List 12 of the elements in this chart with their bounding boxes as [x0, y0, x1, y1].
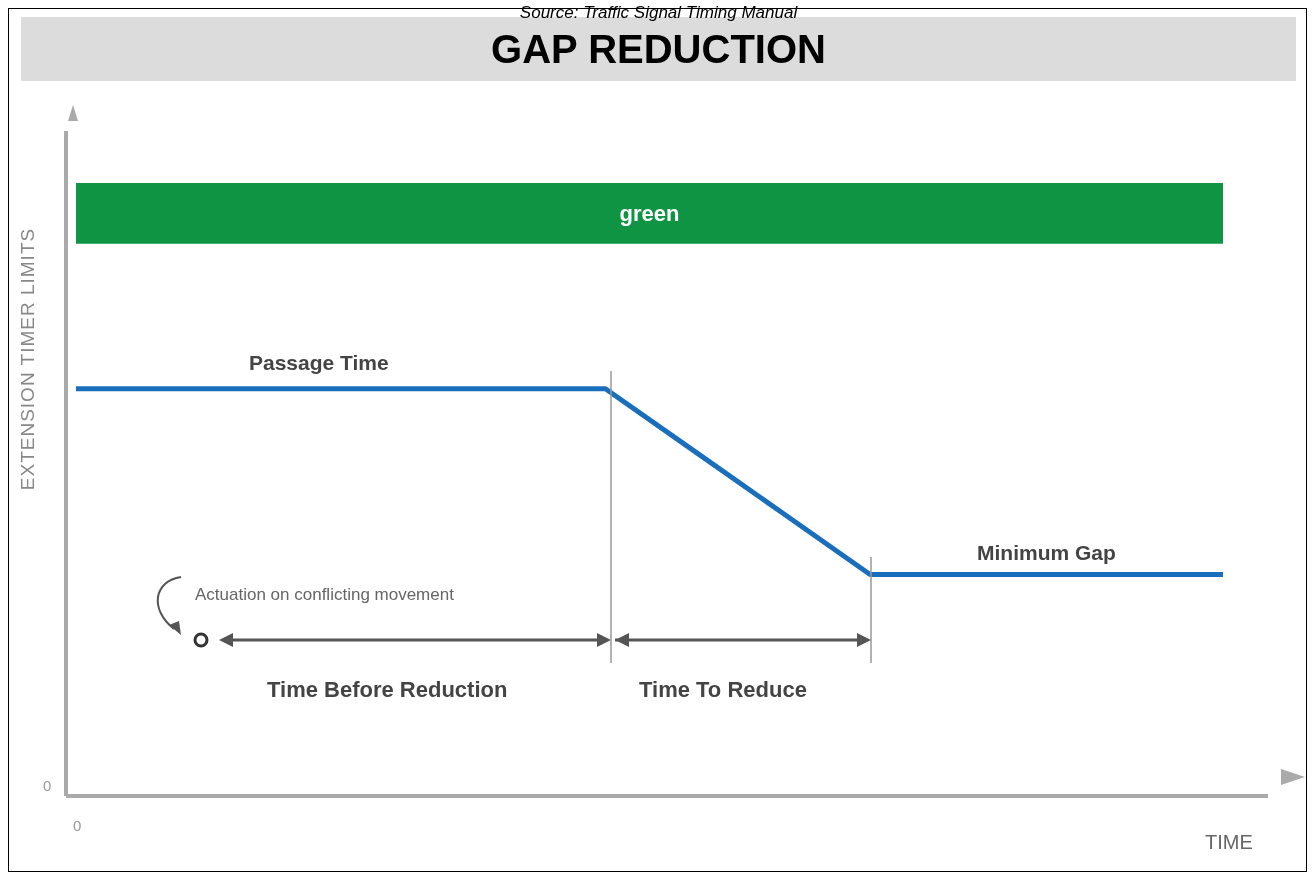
annotation: Time Before Reduction [267, 677, 508, 703]
annotation: Actuation on conflicting movement [195, 585, 454, 605]
band-label: green [619, 201, 680, 227]
chart-title: GAP REDUCTION [491, 26, 826, 71]
x-axis-title: TIME [1205, 831, 1253, 854]
text: 0 [43, 777, 52, 794]
source-note: Source: Traffic Signal Timing Manual [518, 3, 799, 23]
y-axis-title: EXTENSION TIMER LIMITS [17, 227, 39, 491]
annotation: Minimum Gap [977, 541, 1116, 565]
text: Passage Time [249, 351, 389, 375]
annotation: Time To Reduce [639, 677, 807, 703]
text: 0 [73, 817, 82, 834]
